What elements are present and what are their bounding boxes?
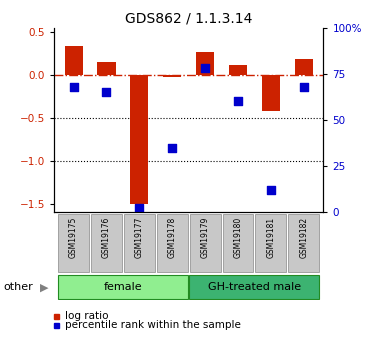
FancyBboxPatch shape	[58, 275, 188, 299]
Text: GSM19175: GSM19175	[69, 217, 78, 258]
FancyBboxPatch shape	[223, 215, 253, 272]
FancyBboxPatch shape	[255, 215, 286, 272]
Bar	[65, 47, 83, 75]
Point	[104, 89, 110, 95]
Point	[169, 145, 175, 150]
Point	[235, 99, 241, 104]
Point	[301, 84, 307, 89]
Bar	[163, 75, 181, 77]
Point	[268, 187, 274, 193]
FancyBboxPatch shape	[91, 215, 122, 272]
Text: GSM19178: GSM19178	[168, 217, 177, 258]
Title: GDS862 / 1.1.3.14: GDS862 / 1.1.3.14	[125, 11, 252, 25]
Text: GH-treated male: GH-treated male	[208, 282, 301, 292]
Bar	[295, 59, 313, 75]
Text: ▶: ▶	[40, 282, 49, 292]
FancyBboxPatch shape	[124, 215, 155, 272]
Bar	[130, 75, 148, 204]
Text: GSM19176: GSM19176	[102, 217, 111, 258]
Text: GSM19177: GSM19177	[135, 217, 144, 258]
FancyBboxPatch shape	[189, 275, 320, 299]
FancyBboxPatch shape	[157, 215, 187, 272]
Text: log ratio: log ratio	[65, 311, 108, 321]
Bar	[229, 65, 247, 75]
FancyBboxPatch shape	[288, 215, 319, 272]
Bar	[262, 75, 280, 111]
Point	[202, 66, 208, 71]
Text: GSM19182: GSM19182	[299, 217, 308, 258]
FancyBboxPatch shape	[58, 215, 89, 272]
Text: GSM19181: GSM19181	[266, 217, 275, 258]
FancyBboxPatch shape	[190, 215, 221, 272]
Text: GSM19180: GSM19180	[233, 217, 243, 258]
Text: GSM19179: GSM19179	[201, 217, 209, 258]
Text: percentile rank within the sample: percentile rank within the sample	[65, 320, 241, 329]
Point	[70, 84, 77, 89]
Text: female: female	[104, 282, 142, 292]
Point	[136, 206, 142, 211]
Bar	[196, 52, 214, 75]
Text: other: other	[4, 282, 33, 292]
Bar	[97, 62, 116, 75]
